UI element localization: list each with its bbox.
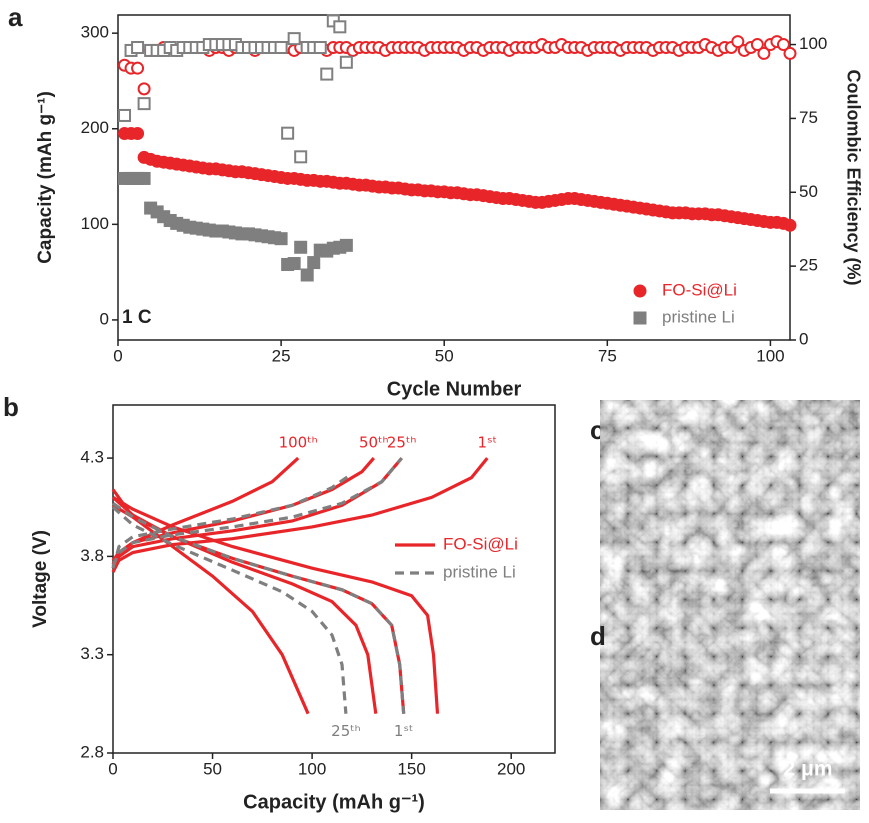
charge-curve <box>111 457 403 567</box>
cycle-label: 25ᵗʰ <box>387 434 417 452</box>
y2-tick-label: 25 <box>799 256 818 275</box>
x-tick-label: 25 <box>272 346 291 365</box>
square-marker <box>131 41 145 54</box>
x-tick-label: 50 <box>435 346 454 365</box>
square-marker <box>313 41 327 54</box>
y-tick-label: 100 <box>81 214 109 233</box>
square-marker <box>320 67 334 81</box>
discharge-curve <box>111 506 348 714</box>
cycle-label: 1ˢᵗ <box>394 722 414 740</box>
charge-curve <box>111 457 489 573</box>
circle-marker <box>783 218 797 232</box>
x-tick-label: 100 <box>298 759 326 778</box>
square-marker <box>118 108 132 122</box>
y-tick-label: 2.8 <box>80 742 104 761</box>
scale-bar-label: 2 μm <box>783 560 832 583</box>
y-tick-label: 0 <box>100 309 109 328</box>
y2-axis-title: Coulombic Efficiency (%) <box>843 69 863 285</box>
square-marker <box>300 268 314 282</box>
square-marker <box>339 238 353 252</box>
discharge-curve <box>111 488 310 715</box>
legend-label: pristine Li <box>662 307 735 326</box>
sem-photo <box>620 614 850 800</box>
plot-frame <box>112 404 556 754</box>
x-tick-label: 150 <box>397 759 425 778</box>
y2-tick-label: 100 <box>799 34 827 53</box>
square-marker <box>294 150 308 164</box>
y-axis-title: Voltage (V) <box>30 530 51 628</box>
circle-marker <box>757 46 771 60</box>
x-tick-label: 50 <box>203 759 222 778</box>
x-tick-label: 0 <box>108 759 117 778</box>
square-marker <box>137 171 151 185</box>
legend-label: FO-Si@Li <box>443 534 518 553</box>
y-tick-label: 300 <box>81 23 109 42</box>
sem-photo <box>620 408 850 601</box>
y2-tick-label: 0 <box>799 329 808 348</box>
panel-label: d <box>590 621 606 651</box>
square-marker <box>281 126 295 140</box>
y-axis-title: Capacity (mAh g⁻¹) <box>35 91 56 264</box>
square-marker <box>294 240 308 254</box>
square-marker <box>137 97 151 111</box>
cycle-label: 1ˢᵗ <box>478 434 498 452</box>
circle-marker <box>137 82 151 96</box>
circle-marker <box>131 61 145 75</box>
panel-label: c <box>590 415 604 445</box>
annotation: 1 C <box>122 307 152 328</box>
square-marker <box>307 256 321 270</box>
legend-label: pristine Li <box>443 562 516 581</box>
scale-bar-label: 2 μm <box>783 758 832 781</box>
square-marker <box>339 55 353 69</box>
circle-marker <box>731 35 745 49</box>
square-marker <box>274 41 288 54</box>
discharge-curve <box>112 501 406 714</box>
legend-marker <box>633 284 647 298</box>
circle-marker <box>783 46 797 60</box>
y2-tick-label: 75 <box>799 108 818 127</box>
panel-label: a <box>8 2 23 32</box>
x-tick-label: 75 <box>598 346 617 365</box>
x-tick-label: 200 <box>497 759 525 778</box>
circle-marker <box>750 38 764 52</box>
y-tick-label: 3.8 <box>80 546 104 565</box>
discharge-curve <box>112 496 440 714</box>
cycle-label: 100ᵗʰ <box>279 434 318 452</box>
square-marker <box>287 32 301 46</box>
cycle-label: 50ᵗʰ <box>359 434 389 452</box>
plot-frame <box>117 14 791 341</box>
x-tick-label: 100 <box>756 346 784 365</box>
y2-tick-label: 50 <box>799 182 818 201</box>
y-tick-label: 200 <box>81 118 109 137</box>
legend-label: FO-Si@Li <box>662 280 737 299</box>
circle-marker <box>131 127 145 141</box>
y-tick-label: 3.3 <box>80 644 104 663</box>
legend-marker <box>633 311 647 325</box>
cycle-label: 25ᵗʰ <box>331 722 361 740</box>
square-marker <box>274 232 288 246</box>
charge-curve <box>111 472 353 569</box>
panel-label: b <box>3 392 19 422</box>
square-marker <box>333 20 347 34</box>
y-tick-label: 4.3 <box>80 448 104 467</box>
square-marker <box>287 257 301 271</box>
sem-image-d: 2 μm d <box>590 614 850 800</box>
x-axis-title: Capacity (mAh g⁻¹) <box>243 791 425 813</box>
circle-marker <box>776 38 790 52</box>
x-axis-title: Cycle Number <box>387 378 522 400</box>
sem-image-c: 2 μm c <box>590 408 850 601</box>
x-tick-label: 0 <box>113 346 122 365</box>
